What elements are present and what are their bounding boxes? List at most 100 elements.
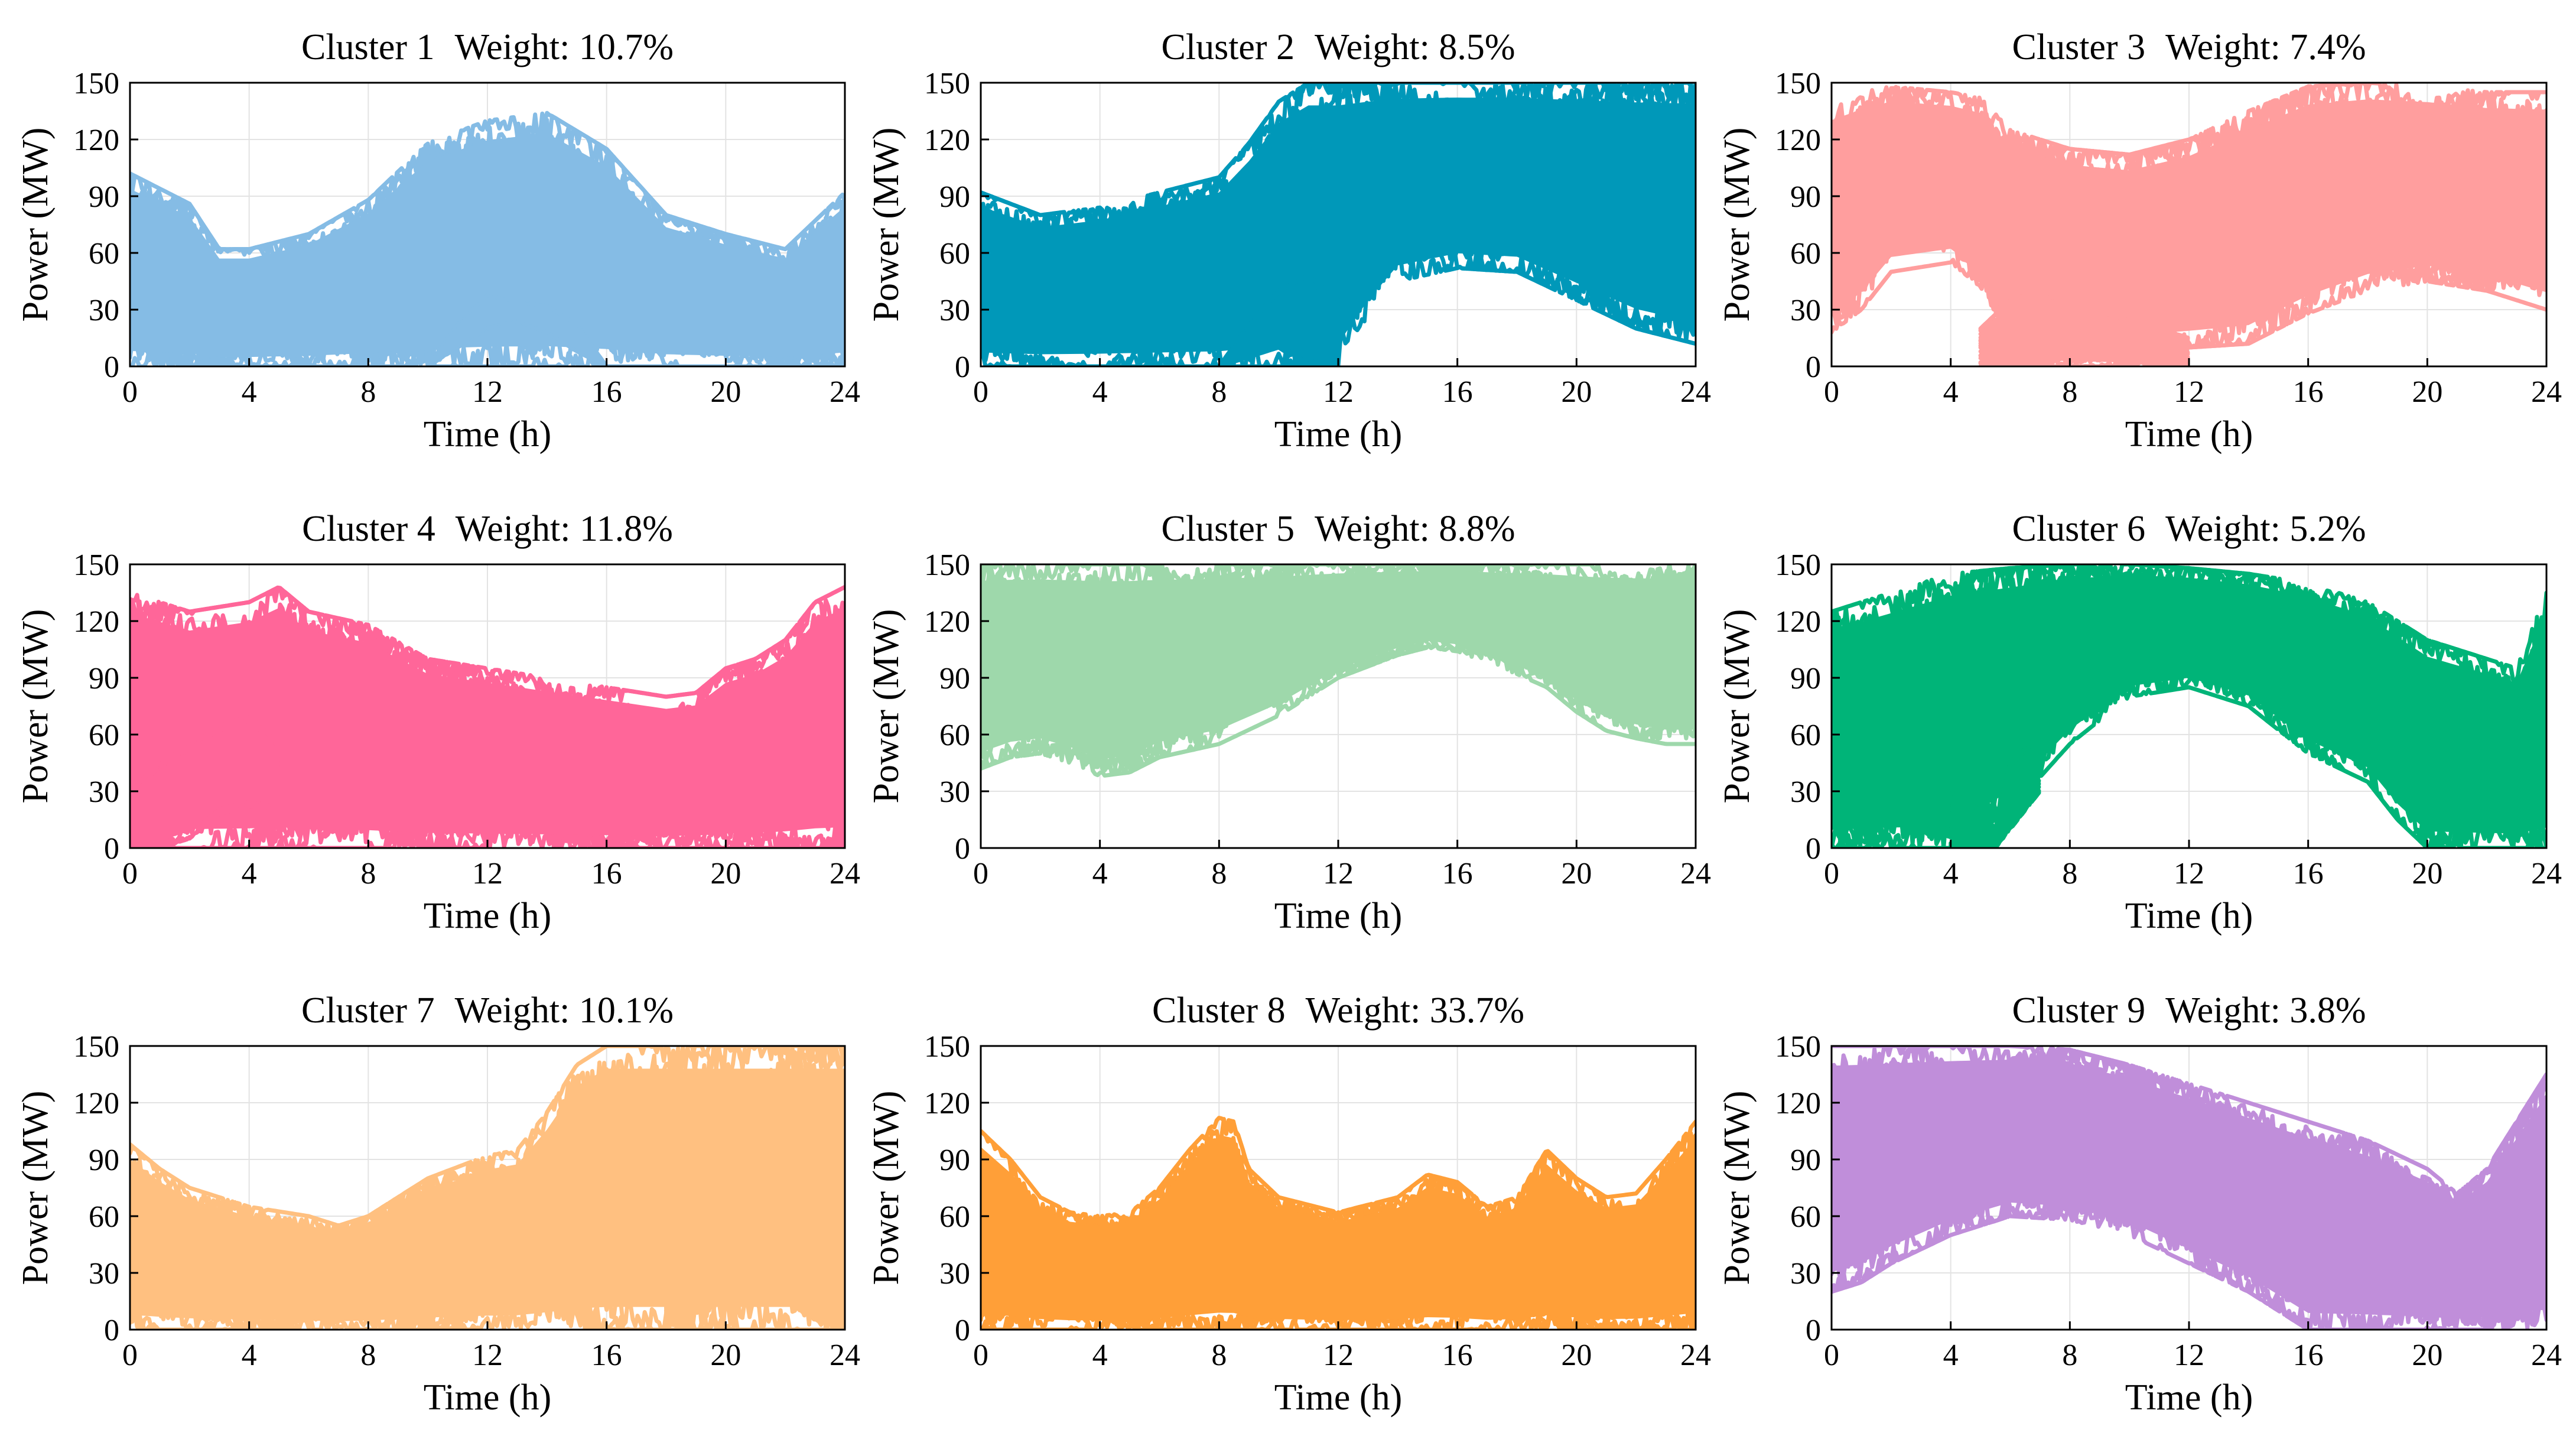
x-tick-label: 4 — [1943, 375, 1959, 409]
y-tick-label: 0 — [1806, 1314, 1821, 1347]
y-tick-label: 60 — [1790, 237, 1821, 271]
x-tick-label: 4 — [242, 375, 257, 409]
y-tick-label: 60 — [89, 237, 119, 271]
chart-title-cluster: Cluster 1 — [301, 27, 435, 67]
y-tick-label: 120 — [1775, 605, 1821, 639]
y-tick-label: 150 — [1775, 67, 1821, 100]
y-axis-label: Power (MW) — [1717, 609, 1757, 804]
series-line — [1217, 274, 1341, 366]
x-tick-label: 0 — [1824, 375, 1839, 409]
x-axis-label: Time (h) — [1274, 896, 1402, 936]
x-tick-label: 16 — [1442, 857, 1473, 891]
y-tick-label: 60 — [1790, 1200, 1821, 1234]
x-tick-label: 16 — [2293, 1338, 2324, 1372]
x-tick-label: 0 — [1824, 857, 1839, 891]
y-tick-label: 120 — [924, 124, 970, 157]
chart-title-cluster: Cluster 5 — [1161, 509, 1294, 549]
x-axis-label: Time (h) — [424, 414, 551, 454]
x-tick-label: 8 — [360, 1338, 376, 1372]
y-tick-label: 120 — [1775, 1087, 1821, 1120]
x-tick-label: 24 — [2531, 857, 2562, 891]
y-tick-label: 90 — [89, 180, 119, 214]
x-tick-label: 8 — [2062, 375, 2077, 409]
x-tick-label: 4 — [1092, 857, 1108, 891]
series-density-fill — [130, 607, 845, 836]
y-tick-label: 0 — [955, 832, 970, 866]
y-tick-label: 120 — [73, 605, 119, 639]
y-tick-label: 150 — [73, 67, 119, 100]
y-tick-label: 30 — [939, 775, 970, 809]
chart-panel-9: 0 4 8 12 16 20 24 0 30 60 90 120 150 Cluster 9 Weight:… — [1717, 990, 2562, 1418]
x-tick-label: 12 — [1323, 857, 1354, 891]
y-axis-label: Power (MW) — [15, 609, 56, 804]
y-tick-label: 60 — [939, 719, 970, 752]
series-line — [1949, 734, 2041, 830]
x-tick-label: 16 — [1442, 375, 1473, 409]
x-tick-label: 16 — [591, 857, 622, 891]
chart-title-weight: Weight: 8.5% — [1315, 27, 1515, 67]
y-tick-label: 0 — [955, 350, 970, 384]
series-group — [1832, 83, 2546, 366]
x-tick-label: 16 — [1442, 1338, 1473, 1372]
x-tick-label: 8 — [360, 857, 376, 891]
series-group — [1832, 564, 2546, 848]
y-tick-label: 90 — [939, 180, 970, 214]
chart-title-cluster: Cluster 7 — [301, 990, 435, 1031]
y-tick-label: 120 — [924, 1087, 970, 1120]
y-tick-label: 30 — [1790, 294, 1821, 327]
chart-title-cluster: Cluster 9 — [2012, 990, 2145, 1031]
chart-title-weight: Weight: 3.8% — [2165, 990, 2366, 1031]
chart-title-weight: Weight: 5.2% — [2165, 509, 2366, 549]
series-group — [1832, 1046, 2546, 1330]
x-tick-label: 12 — [2174, 857, 2204, 891]
chart-title-cluster: Cluster 4 — [302, 509, 435, 549]
x-tick-label: 4 — [1943, 1338, 1959, 1372]
series-density-fill — [1980, 297, 2189, 365]
chart-title: Cluster 2 Weight: 8.5% — [1161, 27, 1515, 67]
x-tick-label: 24 — [1680, 375, 1711, 409]
y-tick-label: 90 — [939, 662, 970, 696]
y-tick-label: 90 — [1790, 180, 1821, 214]
y-tick-label: 0 — [1806, 350, 1821, 384]
x-tick-label: 24 — [2531, 1338, 2562, 1372]
series-line — [130, 1046, 845, 1227]
x-axis-label: Time (h) — [424, 1377, 551, 1418]
series-density-fill — [981, 98, 1696, 355]
x-tick-label: 20 — [710, 375, 741, 409]
y-tick-label: 30 — [939, 294, 970, 327]
series-group — [981, 83, 1696, 366]
x-tick-label: 8 — [1211, 1338, 1227, 1372]
x-tick-label: 20 — [2412, 1338, 2442, 1372]
y-axis-label: Power (MW) — [1717, 1091, 1757, 1285]
x-tick-label: 20 — [1561, 857, 1592, 891]
x-tick-label: 12 — [2174, 1338, 2204, 1372]
chart-panel-4: 0 4 8 12 16 20 24 0 30 60 90 120 150 Cluster 4 Weight:… — [15, 509, 860, 936]
x-tick-label: 20 — [710, 857, 741, 891]
x-tick-label: 24 — [830, 857, 860, 891]
x-tick-label: 12 — [472, 857, 503, 891]
x-tick-label: 20 — [2412, 375, 2442, 409]
y-tick-label: 60 — [939, 237, 970, 271]
x-tick-label: 0 — [973, 857, 988, 891]
x-axis-label: Time (h) — [2125, 414, 2253, 454]
chart-panel-2: 0 4 8 12 16 20 24 0 30 60 90 120 150 Cluster 2 Weight:… — [866, 27, 1711, 454]
x-tick-label: 0 — [122, 375, 138, 409]
y-tick-label: 0 — [955, 1314, 970, 1347]
y-axis-label: Power (MW) — [866, 609, 906, 804]
chart-panel-5: 0 4 8 12 16 20 24 0 30 60 90 120 150 Cluster 5 Weight:… — [866, 509, 1711, 936]
series-group — [981, 564, 1696, 778]
y-axis-label: Power (MW) — [866, 1091, 906, 1285]
y-tick-label: 120 — [73, 1087, 119, 1120]
y-tick-label: 150 — [924, 548, 970, 582]
x-axis-label: Time (h) — [2125, 1377, 2253, 1418]
chart-panel-8: 0 4 8 12 16 20 24 0 30 60 90 120 150 Cluster 8 Weight:… — [866, 990, 1711, 1418]
x-tick-label: 16 — [2293, 375, 2324, 409]
y-tick-label: 60 — [1790, 719, 1821, 752]
x-tick-label: 16 — [591, 1338, 622, 1372]
chart-title: Cluster 8 Weight: 33.7% — [1152, 990, 1524, 1031]
series-line — [1832, 671, 2546, 848]
y-tick-label: 120 — [924, 605, 970, 639]
x-tick-label: 8 — [1211, 857, 1227, 891]
chart-title: Cluster 9 Weight: 3.8% — [2012, 990, 2366, 1031]
